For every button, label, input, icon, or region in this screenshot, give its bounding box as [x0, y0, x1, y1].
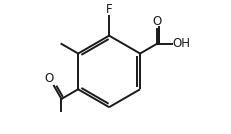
Text: OH: OH [172, 37, 189, 50]
Text: O: O [44, 72, 53, 85]
Text: F: F [105, 3, 112, 16]
Text: O: O [152, 15, 161, 28]
